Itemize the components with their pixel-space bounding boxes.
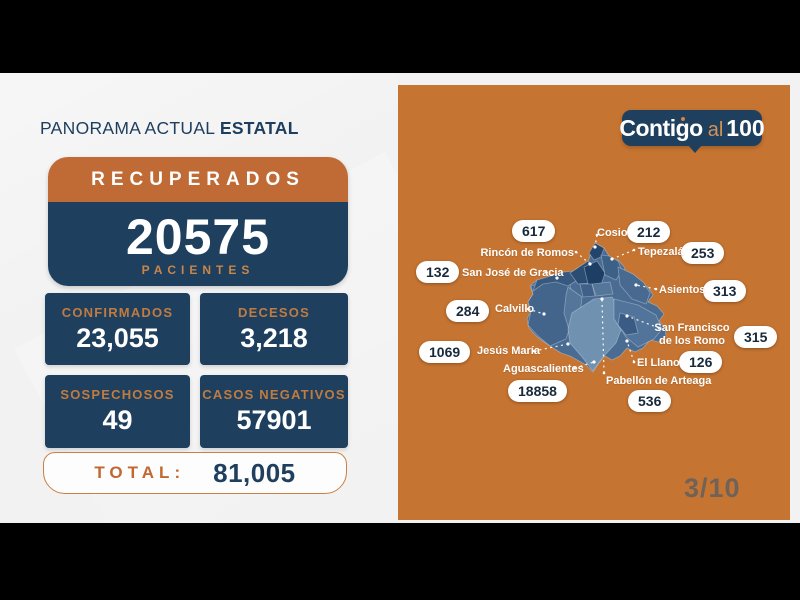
map-region-san-jose-de-gracia [532,270,577,292]
recovered-card: RECUPERADOS 20575 PACIENTES [48,157,348,286]
case-badge-aguascalientes: 18858 [508,380,567,402]
stat-label: CASOS NEGATIVOS [202,387,346,402]
total-value: 81,005 [213,457,296,488]
stat-value: 49 [102,405,133,435]
muni-label-jesus-maria: Jesús María [477,345,540,357]
muni-label-asientos: Asientos [659,284,706,296]
muni-label-tepezala: Tepezalá [638,246,684,258]
stat-label: DECESOS [238,304,310,320]
stat-label: SOSPECHOSOS [60,387,175,402]
stat-label: CONFIRMADOS [61,304,174,320]
aguascalientes-map [526,233,667,375]
recovered-value: 20575 [125,208,271,265]
stat-value: 3,218 [240,322,308,353]
logo-part3: 100 [726,114,765,141]
logo-i-dot [681,116,686,121]
muni-label-san-jose-de-gracia: San José de Gracia [462,267,564,279]
leader-dots [526,233,661,375]
stat-box-confirmados: CONFIRMADOS 23,055 [45,293,190,365]
contigo-al-100-logo: Contigo al 100 [619,110,765,153]
total-label: TOTAL: [94,463,186,482]
total-box: TOTAL: 81,005 [43,452,347,494]
recovered-card-header: RECUPERADOS [48,157,348,202]
muni-label-pabellon: Pabellón de Arteaga [606,375,712,387]
case-badge-san-jose-de-gracia: 132 [416,261,460,283]
map-region-san-francisco [591,281,614,297]
leader-lines [527,234,660,374]
case-badge-cosio: 212 [627,221,671,243]
recovered-card-body: 20575 PACIENTES [48,202,348,286]
stat-box-sospechosos: SOSPECHOSOS 49 [45,375,190,448]
muni-label-san-francisco: San Francisco de los Romo [654,322,730,347]
logo-part2: al [707,118,724,141]
map-region-asientos [617,266,651,305]
map-region-cosio [588,242,605,261]
stat-box-decesos: DECESOS 3,218 [200,293,348,365]
stat-value: 23,055 [76,322,159,353]
case-badge-san-francisco: 315 [734,326,778,348]
page-indicator: 3/10 [684,473,741,503]
stat-value: 57901 [236,405,312,435]
map-region-aguascalientes [567,296,626,372]
case-badge-rincon-de-romos: 617 [512,220,556,242]
muni-label-rincon-de-romos: Rincón de Romos [480,247,574,259]
page-title-bold: ESTATAL [219,118,299,138]
recovered-unit: PACIENTES [141,262,255,277]
case-badge-calvillo: 284 [446,300,490,322]
page-title-normal: PANORAMA ACTUAL [40,118,220,138]
muni-label-calvillo: Calvillo [495,303,535,315]
logo-text: Contigo al 100 [619,115,764,142]
map-region-center-dark [583,260,606,289]
muni-label-el-llano: El Llano [637,357,680,369]
muni-label-cosio: Cosio [597,227,628,239]
muni-label-aguascalientes: Aguascalientes [503,363,584,375]
case-badge-jesus-maria: 1069 [419,341,471,363]
logo-part1: Contigo [619,114,703,141]
case-badge-el-llano: 126 [679,351,723,373]
case-badge-tepezala: 253 [681,242,725,264]
case-badge-pabellon: 536 [628,390,672,412]
state-map-panel: Contigo al 100 617 212 253 132 313 284 3… [398,85,790,520]
map-region-pabellon [579,283,596,298]
stat-box-casos-negativos: CASOS NEGATIVOS 57901 [200,375,348,448]
case-badge-asientos: 313 [703,280,747,302]
page-title: PANORAMA ACTUAL ESTATAL [40,118,299,139]
